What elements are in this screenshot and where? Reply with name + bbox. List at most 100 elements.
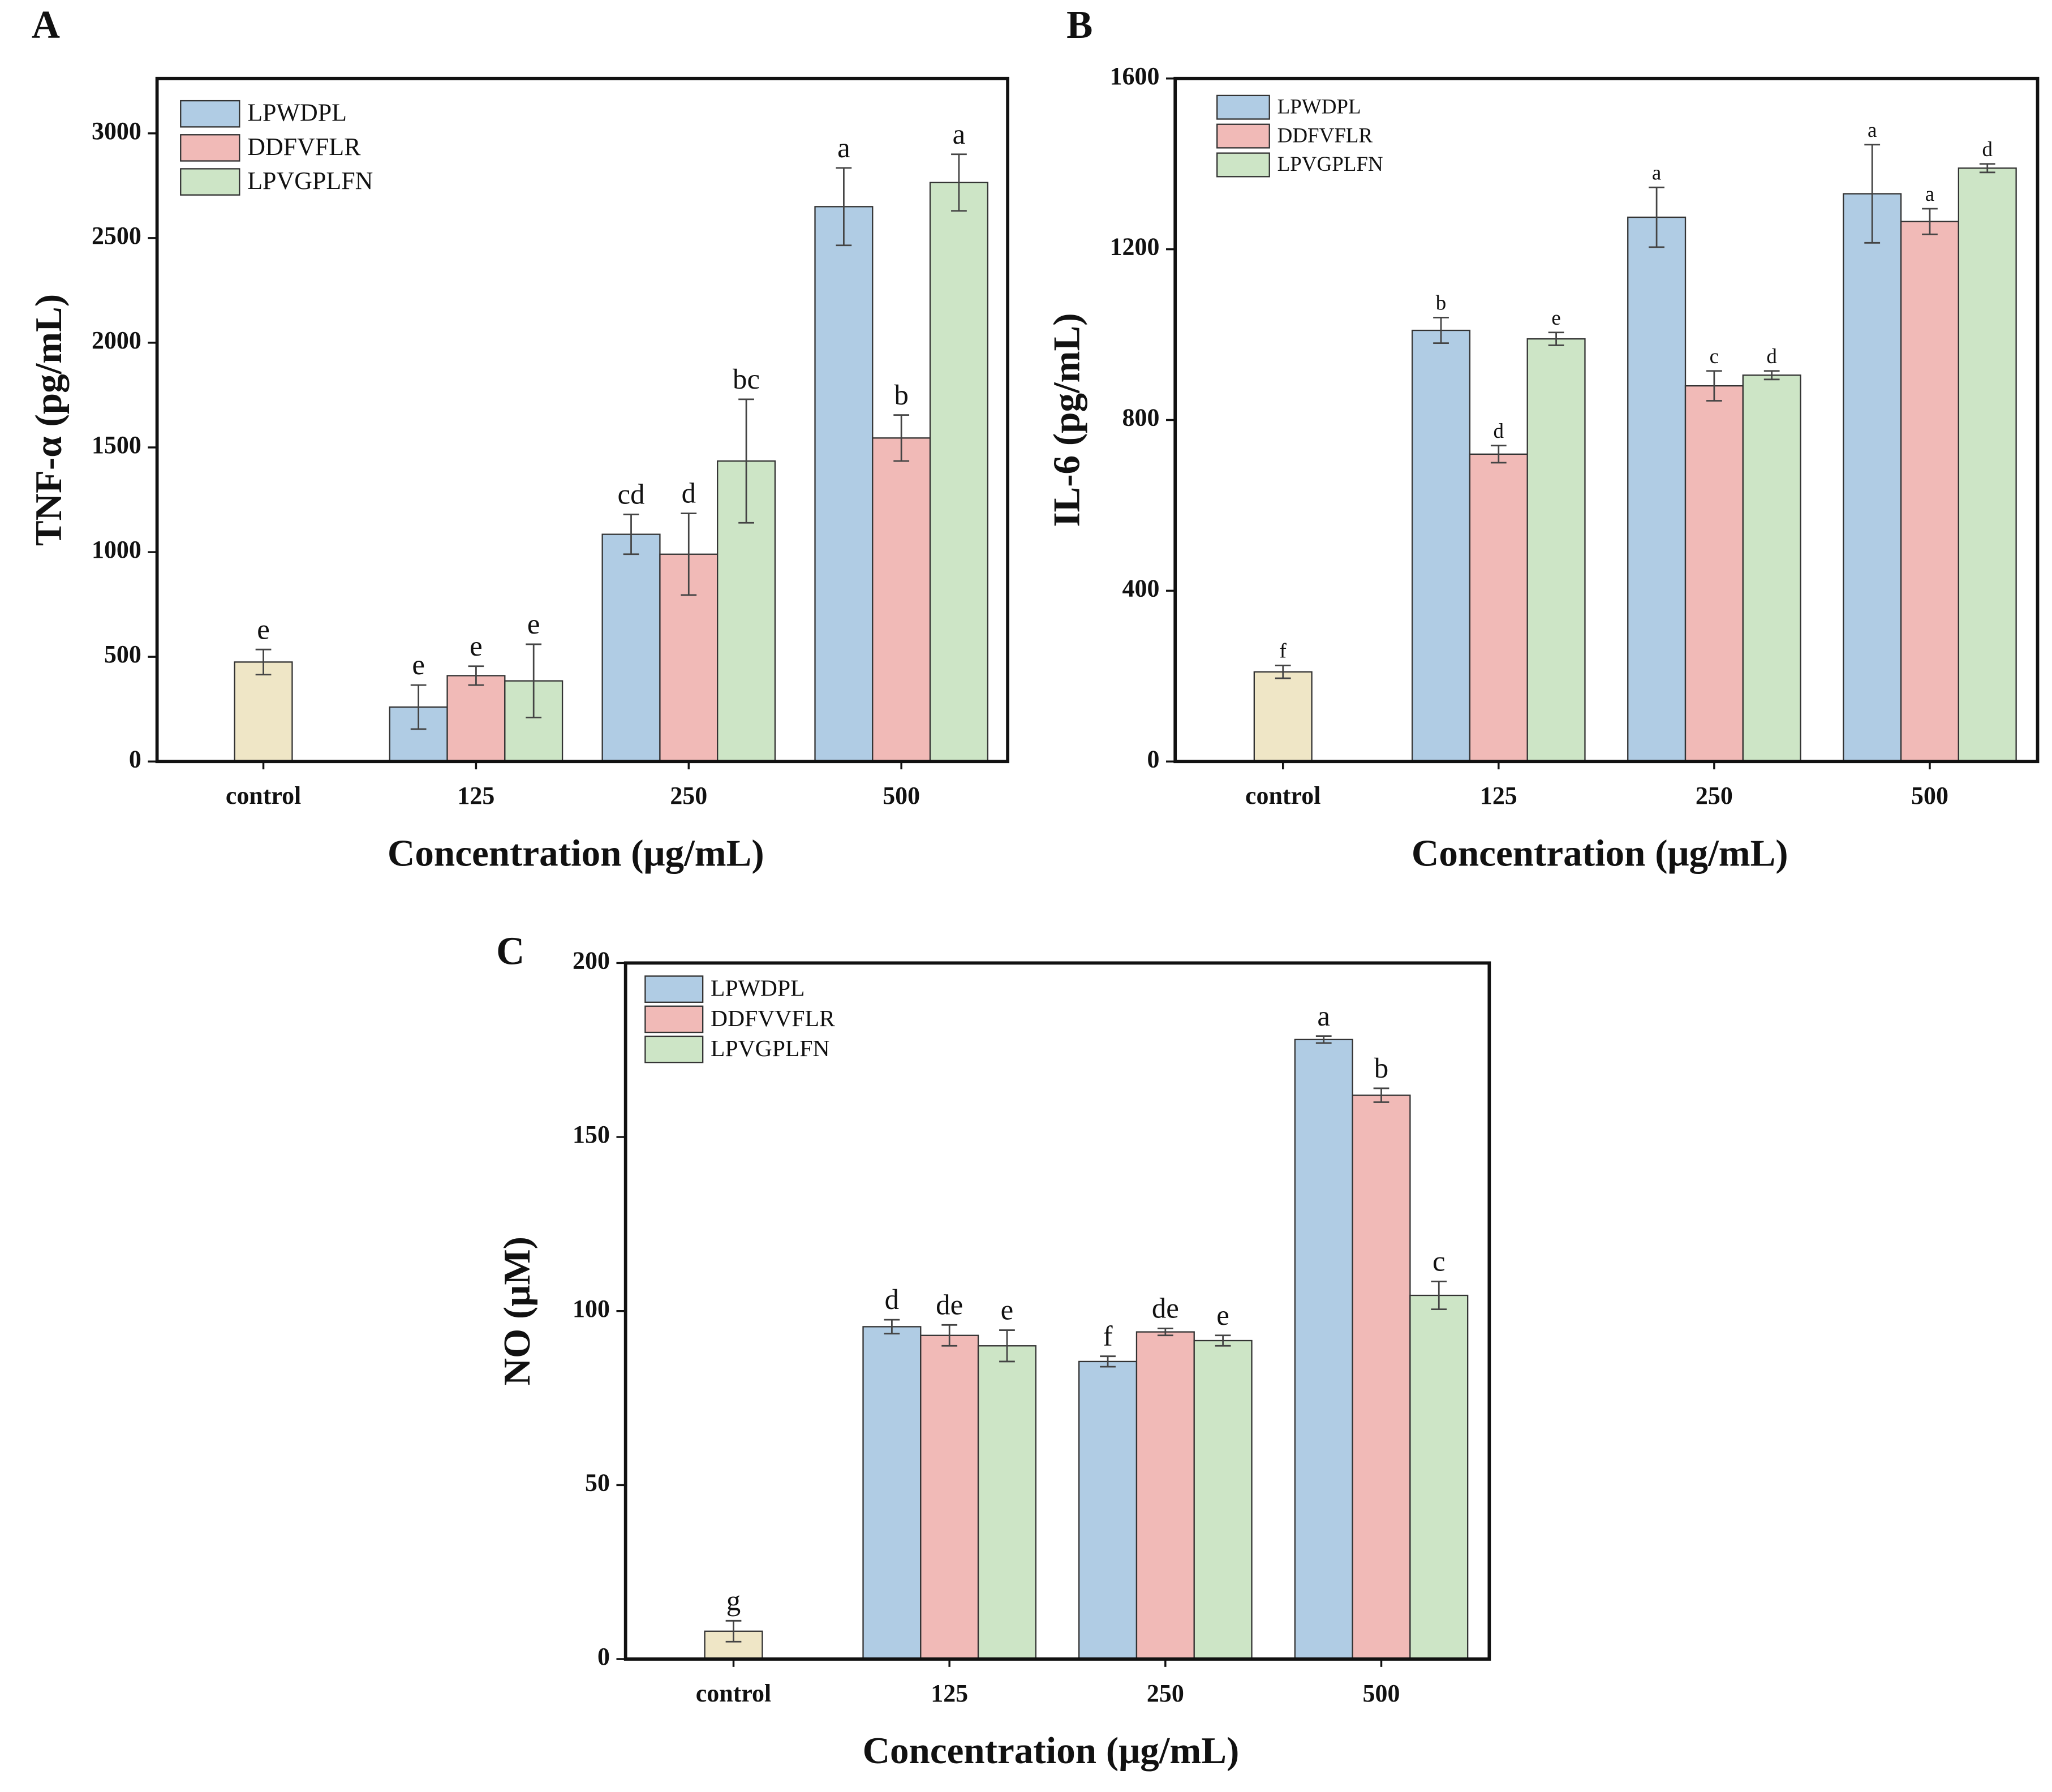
error-bar: [1979, 163, 1995, 174]
error-bar: [526, 643, 542, 718]
error-bar: [738, 398, 754, 524]
significance-letter: a: [1317, 1001, 1330, 1032]
error-bar: [1215, 1334, 1231, 1347]
bar: [1135, 1331, 1195, 1660]
plot-frame: [1173, 76, 2040, 764]
y-tick-label: 150: [573, 1121, 610, 1148]
legend-swatch: [1216, 152, 1270, 178]
bar: [1411, 329, 1471, 763]
bar: [977, 1345, 1037, 1660]
y-tick-label: 2000: [92, 326, 141, 354]
error-bar: [623, 514, 639, 555]
error-bar: [1100, 1355, 1116, 1368]
significance-letter: e: [1551, 307, 1560, 330]
bar: [929, 182, 988, 763]
significance-letter: c: [1432, 1246, 1446, 1278]
y-tick-label: 100: [573, 1295, 610, 1323]
error-bar: [1649, 186, 1664, 248]
significance-letter: a: [953, 119, 966, 150]
bar: [1193, 1339, 1253, 1660]
x-axis-label: Concentration (μg/mL): [863, 1729, 1240, 1772]
legend-swatch: [1216, 123, 1270, 149]
bar: [1742, 374, 1801, 763]
legend-swatch: [644, 1035, 704, 1063]
error-bar: [1548, 331, 1564, 346]
error-bar: [1431, 1281, 1447, 1311]
legend-label: LPVGPLFN: [711, 1036, 829, 1062]
error-bar: [893, 414, 910, 462]
error-bar: [410, 684, 427, 730]
x-tick-label: 250: [670, 782, 707, 809]
error-bar: [1157, 1328, 1173, 1337]
x-tick-label: 500: [1911, 782, 1948, 809]
error-bar: [941, 1324, 958, 1347]
error-bar: [468, 665, 484, 686]
error-bar: [1275, 665, 1291, 679]
error-bar: [725, 1619, 742, 1643]
legend-label: LPVGPLFN: [247, 167, 373, 195]
significance-letter: a: [837, 132, 850, 164]
bar: [1627, 216, 1687, 763]
y-tick-label: 400: [1122, 574, 1160, 602]
y-tick-label: 3000: [92, 117, 141, 145]
legend-swatch: [644, 975, 704, 1003]
error-bar: [1706, 370, 1722, 402]
significance-letter: a: [1925, 183, 1934, 206]
x-tick-label: control: [226, 782, 301, 809]
bar: [1526, 338, 1586, 763]
significance-letter: d: [1494, 420, 1504, 443]
legend-swatch: [180, 100, 240, 128]
bar: [1900, 221, 1960, 763]
x-tick-label: 500: [883, 782, 920, 809]
plot-frame: [623, 961, 1491, 1661]
bar: [1352, 1095, 1411, 1660]
legend-swatch: [180, 168, 240, 196]
significance-letter: a: [1652, 161, 1661, 184]
error-bar: [951, 153, 967, 212]
significance-letter: de: [1152, 1293, 1179, 1325]
bar: [1843, 193, 1902, 763]
y-axis-label: TNF-α (pg/mL): [27, 294, 70, 546]
y-tick-label: 0: [1147, 745, 1159, 773]
bar: [1253, 671, 1313, 763]
y-axis-label: IL-6 (pg/mL): [1046, 313, 1088, 527]
legend-swatch: [180, 134, 240, 162]
significance-letter: e: [412, 649, 425, 681]
legend-label: LPWDPL: [711, 976, 805, 1002]
significance-letter: e: [257, 614, 270, 645]
y-tick-label: 0: [597, 1643, 610, 1670]
significance-letter: e: [470, 631, 483, 662]
y-tick-label: 1500: [92, 431, 141, 459]
y-axis-label: NO (μM): [496, 1237, 538, 1385]
error-bar: [255, 648, 272, 675]
y-tick-label: 1000: [92, 536, 141, 563]
legend-label: DDFVFLR: [247, 133, 361, 161]
legend-label: LPVGPLFN: [1277, 153, 1383, 176]
bar: [1294, 1039, 1353, 1660]
bar: [234, 661, 293, 763]
x-tick-label: control: [696, 1679, 771, 1707]
x-tick-label: 250: [1696, 782, 1733, 809]
significance-letter: g: [726, 1585, 741, 1617]
panel-label: B: [1066, 3, 1092, 47]
significance-letter: f: [1280, 640, 1287, 663]
error-bar: [1373, 1087, 1389, 1103]
significance-letter: bc: [733, 364, 760, 395]
error-bar: [1922, 208, 1938, 235]
significance-letter: de: [936, 1289, 963, 1321]
significance-letter: d: [885, 1284, 899, 1316]
bar: [862, 1326, 922, 1660]
x-axis-label: Concentration (μg/mL): [388, 832, 764, 874]
bar: [446, 675, 506, 763]
significance-letter: b: [894, 380, 908, 411]
panel-label: C: [496, 929, 524, 973]
significance-letter: f: [1103, 1321, 1113, 1352]
bar: [1684, 385, 1744, 763]
bar: [872, 437, 931, 763]
significance-letter: b: [1436, 292, 1447, 315]
bar: [1958, 167, 2017, 763]
legend-swatch: [1216, 94, 1270, 120]
bar: [1409, 1294, 1469, 1660]
significance-letter: e: [1216, 1300, 1229, 1332]
significance-letter: d: [1766, 345, 1777, 368]
